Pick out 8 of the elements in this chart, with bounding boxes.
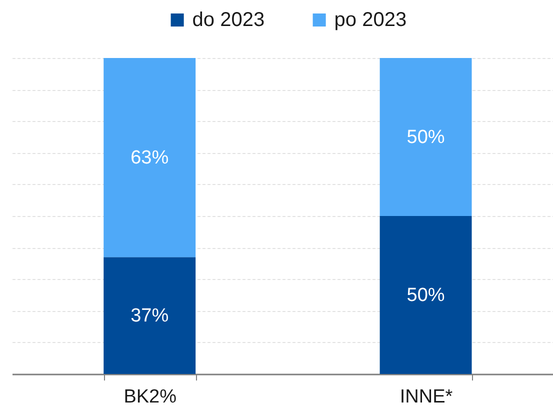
x-tick-label: INNE*	[400, 386, 454, 408]
data-label: 37%	[130, 306, 169, 327]
legend-label: po 2023	[334, 9, 407, 31]
data-label: 50%	[406, 285, 445, 306]
data-label: 63%	[130, 148, 169, 169]
legend-label: do 2023	[192, 9, 265, 31]
x-tick-label: BK2%	[124, 386, 177, 408]
data-label: 50%	[406, 127, 445, 148]
